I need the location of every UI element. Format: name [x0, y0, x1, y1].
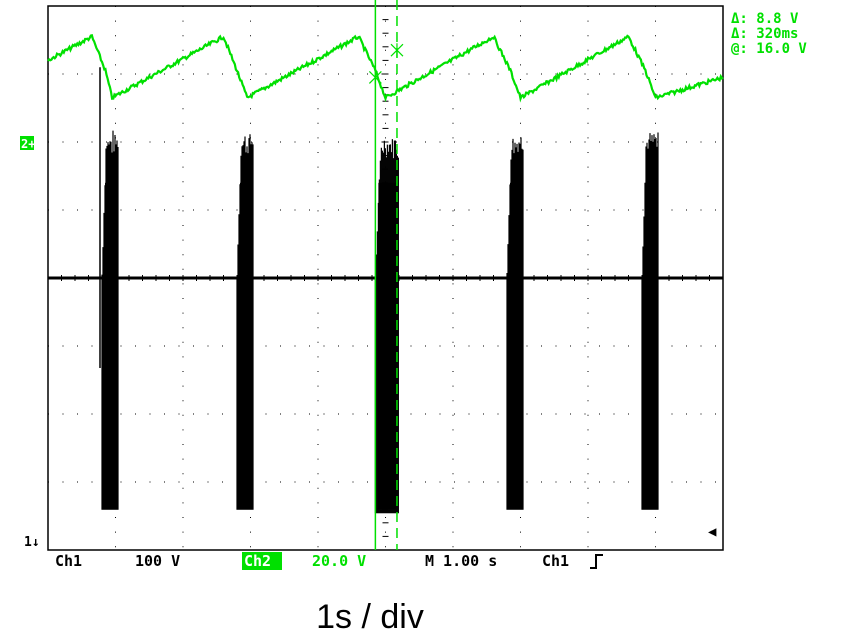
cursor-crossing-marker: [390, 43, 404, 58]
ch1-burst-core: [105, 182, 116, 506]
time-cursors: [368, 0, 404, 550]
status-ch1-label: Ch1: [55, 552, 82, 570]
ch2-trace: [47, 33, 724, 103]
ch1-burst: [236, 134, 254, 510]
cursor-readout-level: @: 16.0 V: [731, 41, 807, 57]
ch1-burst-core: [378, 182, 396, 510]
ch1-burst-core: [510, 182, 521, 506]
status-ch2-scale: 20.0 V: [312, 552, 366, 570]
status-ch2-label: Ch2: [244, 552, 271, 570]
ch1-burst-core: [240, 182, 251, 506]
ch1-burst: [641, 132, 659, 510]
status-ch1-scale: 100 V: [135, 552, 180, 570]
ch2-marker: 2+: [21, 137, 35, 151]
status-timebase: M 1.00 s: [425, 552, 497, 570]
ch1-marker: 1↓: [24, 535, 40, 550]
ch2-marker-bg: [20, 136, 34, 150]
status-trigger-source: Ch1: [542, 552, 569, 570]
cursor-readout-delta-t: Δ: 320ms: [731, 26, 798, 42]
ch2-waveform: [47, 33, 724, 103]
ch1-burst: [99, 67, 119, 510]
ch1-burst: [506, 137, 524, 510]
ch1-burst: [374, 139, 399, 514]
ch1-burst-core: [645, 182, 656, 506]
cursor-readout-delta-v: Δ: 8.8 V: [731, 11, 799, 27]
status-ch2-label-bg: [242, 552, 282, 570]
trigger-level-arrow-icon: ◀: [708, 524, 717, 540]
x-axis-caption: 1s / div: [316, 598, 424, 636]
rising-edge-trigger-icon: [590, 554, 603, 569]
cursor-crossing-marker: [368, 70, 382, 85]
ch1-trace: [48, 67, 723, 514]
